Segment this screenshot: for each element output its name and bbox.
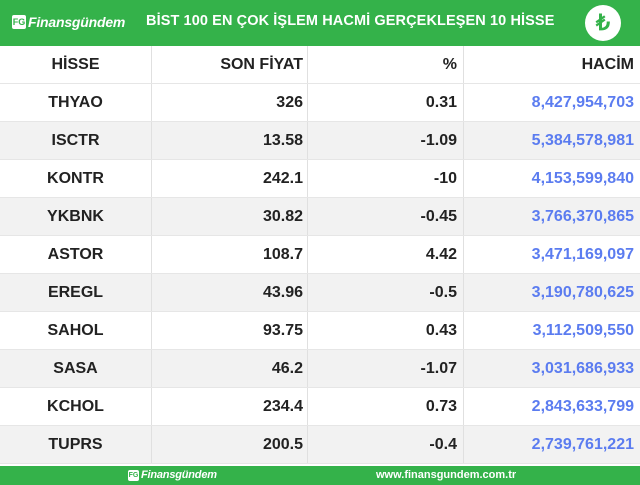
last-price: 326 (152, 84, 308, 121)
percent-change: -10 (308, 160, 464, 197)
volume: 3,471,169,097 (531, 245, 634, 263)
percent-change: 0.73 (308, 388, 464, 425)
percent-change: -1.07 (308, 350, 464, 387)
table-row: ASTOR 108.7 4.42 3,471,169,097 (0, 236, 640, 274)
table-row: THYAO 326 0.31 8,427,954,703 (0, 84, 640, 122)
header-bar: FG Finansgündem BİST 100 EN ÇOK İŞLEM HA… (0, 0, 640, 46)
last-price: 46.2 (152, 350, 308, 387)
stock-table: HİSSE SON FİYAT % HACİM THYAO 326 0.31 8,42… (0, 46, 640, 464)
footer-logo: FG Finansgündem (128, 469, 217, 481)
brand-logo: FG Finansgündem (12, 12, 125, 32)
stock-symbol: YKBNK (0, 198, 152, 235)
page-title: BİST 100 EN ÇOK İŞLEM HACMİ GERÇEKLEŞEN … (146, 13, 555, 29)
volume: 5,384,578,981 (531, 131, 634, 149)
percent-change: 0.31 (308, 84, 464, 121)
percent-change: -1.09 (308, 122, 464, 159)
stock-symbol: EREGL (0, 274, 152, 311)
stock-symbol: SASA (0, 350, 152, 387)
percent-change: 4.42 (308, 236, 464, 273)
volume: 3,112,509,550 (532, 321, 634, 339)
percent-change: 0.43 (308, 312, 464, 349)
last-price: 108.7 (152, 236, 308, 273)
table-row: KCHOL 234.4 0.73 2,843,633,799 (0, 388, 640, 426)
column-header-stock: HİSSE (0, 46, 152, 83)
table-row: SASA 46.2 -1.07 3,031,686,933 (0, 350, 640, 388)
last-price: 13.58 (152, 122, 308, 159)
last-price: 43.96 (152, 274, 308, 311)
table-row: KONTR 242.1 -10 4,153,599,840 (0, 160, 640, 198)
last-price: 93.75 (152, 312, 308, 349)
table-row: EREGL 43.96 -0.5 3,190,780,625 (0, 274, 640, 312)
volume: 3,190,780,625 (531, 283, 634, 301)
table-row: YKBNK 30.82 -0.45 3,766,370,865 (0, 198, 640, 236)
percent-change: -0.45 (308, 198, 464, 235)
stock-symbol: KCHOL (0, 388, 152, 425)
logo-mark-icon: FG (12, 15, 26, 29)
stock-symbol: SAHOL (0, 312, 152, 349)
last-price: 242.1 (152, 160, 308, 197)
footer-logo-mark-icon: FG (128, 469, 139, 481)
table-row: TUPRS 200.5 -0.4 2,739,761,221 (0, 426, 640, 464)
volume: 2,739,761,221 (531, 435, 634, 453)
stock-symbol: KONTR (0, 160, 152, 197)
column-header-last-price: SON FİYAT (152, 46, 308, 83)
volume: 8,427,954,703 (531, 93, 634, 111)
volume: 3,766,370,865 (531, 207, 634, 225)
column-header-percent: % (308, 46, 464, 83)
stock-symbol: ISCTR (0, 122, 152, 159)
logo-text: Finansgündem (28, 14, 126, 30)
last-price: 30.82 (152, 198, 308, 235)
table-row: SAHOL 93.75 0.43 3,112,509,550 (0, 312, 640, 350)
footer-logo-text: Finansgündem (141, 469, 217, 481)
column-header-volume: HACİM (581, 55, 634, 73)
last-price: 234.4 (152, 388, 308, 425)
percent-change: -0.4 (308, 426, 464, 463)
volume: 3,031,686,933 (531, 359, 634, 377)
website-link[interactable]: www.finansgundem.com.tr (376, 469, 517, 481)
stock-symbol: THYAO (0, 84, 152, 121)
volume: 4,153,599,840 (531, 169, 634, 187)
lira-icon: ₺ (585, 5, 621, 41)
stock-symbol: ASTOR (0, 236, 152, 273)
table-header-row: HİSSE SON FİYAT % HACİM (0, 46, 640, 84)
footer-bar: FG Finansgündem www.finansgundem.com.tr (0, 466, 640, 485)
table-row: ISCTR 13.58 -1.09 5,384,578,981 (0, 122, 640, 160)
volume: 2,843,633,799 (531, 397, 634, 415)
last-price: 200.5 (152, 426, 308, 463)
percent-change: -0.5 (308, 274, 464, 311)
stock-symbol: TUPRS (0, 426, 152, 463)
